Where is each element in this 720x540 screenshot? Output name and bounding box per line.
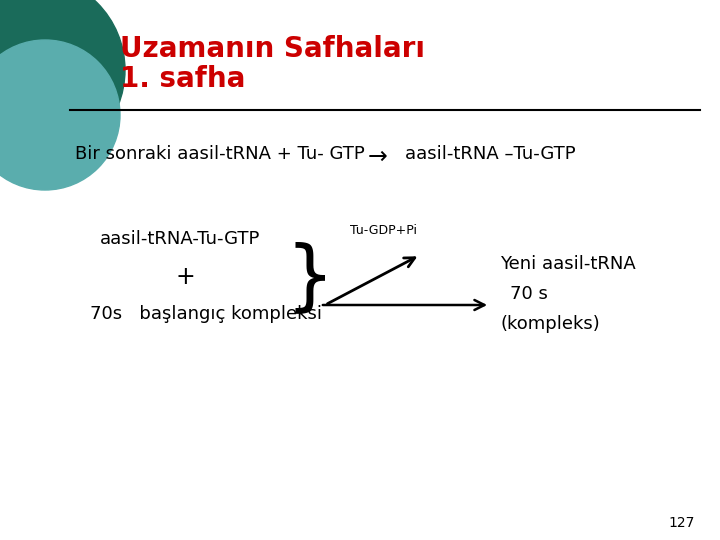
Text: Bir sonraki aasil-tRNA + Tu- GTP: Bir sonraki aasil-tRNA + Tu- GTP [75, 145, 365, 163]
Text: aasil-tRNA-Tu-GTP: aasil-tRNA-Tu-GTP [100, 230, 261, 248]
Text: →: → [368, 145, 388, 169]
Text: (kompleks): (kompleks) [500, 315, 600, 333]
Text: 70 s: 70 s [510, 285, 548, 303]
Text: 127: 127 [669, 516, 695, 530]
Circle shape [0, 40, 120, 190]
Text: Yeni aasil-tRNA: Yeni aasil-tRNA [500, 255, 636, 273]
Text: 1. safha: 1. safha [120, 65, 246, 93]
Circle shape [0, 0, 125, 165]
Text: aasil-tRNA –Tu-GTP: aasil-tRNA –Tu-GTP [405, 145, 575, 163]
Text: Tu-GDP+Pi: Tu-GDP+Pi [350, 224, 417, 237]
Text: Uzamanın Safhaları: Uzamanın Safhaları [120, 35, 425, 63]
Text: }: } [286, 241, 334, 315]
Text: +: + [175, 265, 194, 289]
Text: 70s   başlangıç kompleksi: 70s başlangıç kompleksi [90, 305, 322, 323]
